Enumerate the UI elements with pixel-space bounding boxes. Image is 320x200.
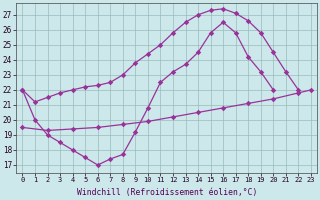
X-axis label: Windchill (Refroidissement éolien,°C): Windchill (Refroidissement éolien,°C) (76, 188, 257, 197)
